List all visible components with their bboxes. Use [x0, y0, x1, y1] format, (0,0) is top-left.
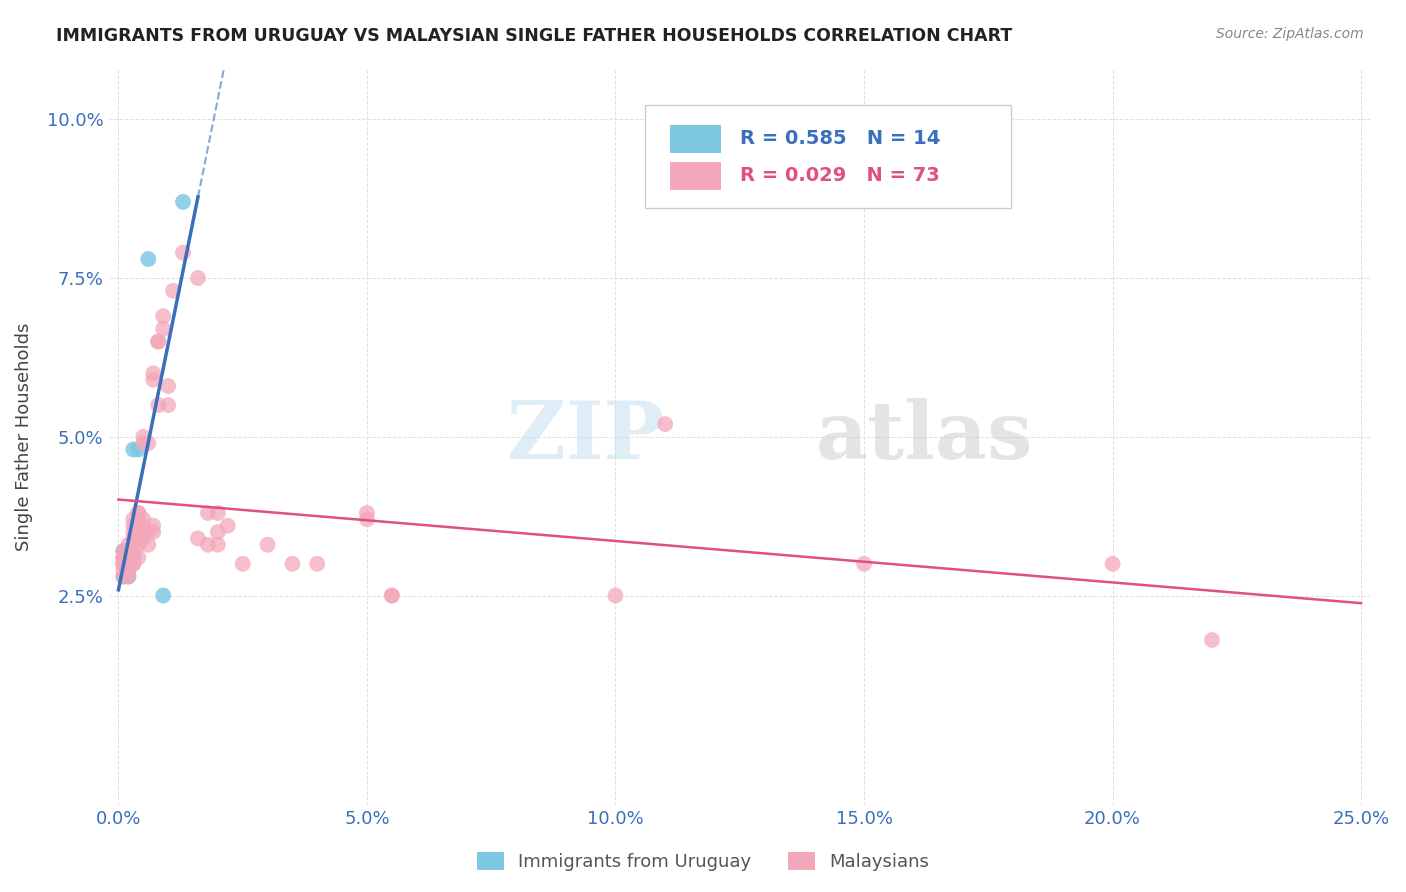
Point [132, 524, 155, 539]
Point [197, 506, 219, 520]
Point [172, 245, 194, 260]
Point [356, 512, 378, 526]
Point [136, 252, 159, 266]
Point [127, 550, 149, 565]
Point [152, 589, 174, 603]
Point [117, 569, 139, 583]
Point [207, 524, 229, 539]
Point [197, 538, 219, 552]
Point [117, 550, 139, 565]
Point [281, 557, 304, 571]
Point [117, 544, 139, 558]
Point [256, 538, 278, 552]
Point [157, 398, 180, 412]
Point [127, 518, 149, 533]
Point [117, 557, 139, 571]
Point [152, 309, 174, 323]
Point [152, 322, 174, 336]
Point [232, 557, 254, 571]
Point [112, 563, 135, 577]
Point [136, 524, 159, 539]
Point [162, 284, 184, 298]
Point [132, 512, 155, 526]
Point [142, 518, 165, 533]
Point [381, 589, 404, 603]
Text: R = 0.585   N = 14: R = 0.585 N = 14 [740, 129, 941, 148]
Point [117, 557, 139, 571]
Point [127, 506, 149, 520]
Y-axis label: Single Father Households: Single Father Households [15, 323, 32, 551]
Point [117, 550, 139, 565]
Point [142, 524, 165, 539]
Point [122, 518, 145, 533]
Point [148, 334, 170, 349]
Point [157, 379, 180, 393]
Point [207, 506, 229, 520]
FancyBboxPatch shape [645, 105, 1011, 209]
Point [117, 557, 139, 571]
Point [605, 589, 627, 603]
Point [356, 506, 378, 520]
Point [122, 442, 145, 457]
Point [112, 557, 135, 571]
Point [112, 557, 135, 571]
Point [122, 512, 145, 526]
Point [187, 532, 209, 546]
Point [117, 563, 139, 577]
Point [122, 557, 145, 571]
Point [127, 538, 149, 552]
Text: atlas: atlas [815, 398, 1033, 475]
Point [381, 589, 404, 603]
Text: Source: ZipAtlas.com: Source: ZipAtlas.com [1216, 27, 1364, 41]
Point [853, 557, 876, 571]
Point [132, 518, 155, 533]
Point [112, 569, 135, 583]
Point [117, 563, 139, 577]
Text: IMMIGRANTS FROM URUGUAY VS MALAYSIAN SINGLE FATHER HOUSEHOLDS CORRELATION CHART: IMMIGRANTS FROM URUGUAY VS MALAYSIAN SIN… [56, 27, 1012, 45]
Point [127, 532, 149, 546]
Point [122, 538, 145, 552]
Point [654, 417, 676, 431]
Point [122, 524, 145, 539]
Point [112, 550, 135, 565]
Text: R = 0.029   N = 73: R = 0.029 N = 73 [740, 166, 939, 185]
Point [127, 442, 149, 457]
Point [112, 557, 135, 571]
Point [217, 518, 239, 533]
Point [1201, 632, 1223, 647]
Point [148, 334, 170, 349]
Point [127, 506, 149, 520]
Bar [671, 162, 721, 190]
Point [112, 569, 135, 583]
Point [142, 367, 165, 381]
Legend: Immigrants from Uruguay, Malaysians: Immigrants from Uruguay, Malaysians [470, 845, 936, 879]
Point [122, 557, 145, 571]
Point [142, 373, 165, 387]
Point [136, 436, 159, 450]
Point [132, 430, 155, 444]
Point [127, 518, 149, 533]
Point [172, 194, 194, 209]
Point [207, 538, 229, 552]
Point [117, 538, 139, 552]
Point [112, 550, 135, 565]
Text: ZIP: ZIP [508, 398, 664, 475]
Point [122, 550, 145, 565]
Point [136, 538, 159, 552]
Point [127, 524, 149, 539]
Point [187, 271, 209, 285]
Point [148, 398, 170, 412]
Bar [671, 125, 721, 153]
Point [122, 532, 145, 546]
Point [112, 544, 135, 558]
Point [117, 569, 139, 583]
Point [1101, 557, 1123, 571]
Point [132, 532, 155, 546]
Point [112, 550, 135, 565]
Point [122, 550, 145, 565]
Point [132, 436, 155, 450]
Point [112, 544, 135, 558]
Point [307, 557, 329, 571]
